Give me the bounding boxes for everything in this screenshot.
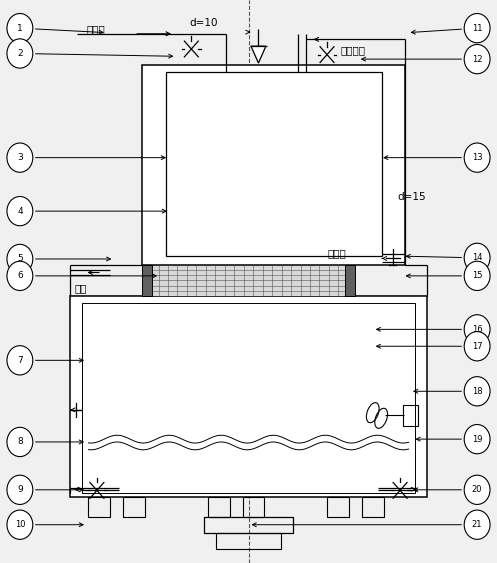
Text: 20: 20 bbox=[472, 485, 483, 494]
Text: 9: 9 bbox=[17, 485, 23, 494]
Circle shape bbox=[7, 196, 33, 226]
Text: 液氮进: 液氮进 bbox=[87, 24, 106, 34]
Circle shape bbox=[464, 475, 490, 504]
Bar bbox=[123, 497, 145, 517]
Circle shape bbox=[7, 475, 33, 504]
Circle shape bbox=[464, 243, 490, 272]
Text: 排空: 排空 bbox=[75, 283, 87, 293]
Circle shape bbox=[464, 377, 490, 406]
Text: 18: 18 bbox=[472, 387, 483, 396]
Bar bbox=[204, 517, 293, 533]
Text: 抽真空: 抽真空 bbox=[327, 248, 346, 258]
Text: 8: 8 bbox=[17, 437, 23, 446]
Circle shape bbox=[464, 315, 490, 344]
Circle shape bbox=[7, 244, 33, 274]
Circle shape bbox=[464, 425, 490, 454]
Circle shape bbox=[7, 39, 33, 68]
Circle shape bbox=[464, 14, 490, 43]
Text: 12: 12 bbox=[472, 55, 483, 64]
Polygon shape bbox=[251, 46, 266, 63]
Bar bbox=[362, 497, 384, 517]
Bar bbox=[327, 497, 349, 517]
Bar bbox=[243, 497, 264, 517]
Bar bbox=[216, 533, 281, 549]
Bar bbox=[142, 265, 152, 296]
Text: 3: 3 bbox=[17, 153, 23, 162]
Bar bbox=[149, 265, 348, 296]
Text: 21: 21 bbox=[472, 520, 483, 529]
Bar bbox=[142, 65, 405, 265]
Text: 1: 1 bbox=[17, 24, 23, 33]
Text: 6: 6 bbox=[17, 271, 23, 280]
Circle shape bbox=[464, 332, 490, 361]
Circle shape bbox=[7, 510, 33, 539]
Text: 2: 2 bbox=[17, 49, 23, 58]
Text: 5: 5 bbox=[17, 254, 23, 263]
Circle shape bbox=[464, 261, 490, 291]
Circle shape bbox=[464, 510, 490, 539]
Bar bbox=[70, 296, 427, 497]
Circle shape bbox=[7, 143, 33, 172]
Text: 13: 13 bbox=[472, 153, 483, 162]
Bar bbox=[88, 497, 110, 517]
Text: 19: 19 bbox=[472, 435, 483, 444]
Text: 15: 15 bbox=[472, 271, 483, 280]
Circle shape bbox=[464, 143, 490, 172]
Circle shape bbox=[7, 261, 33, 291]
Bar bbox=[345, 265, 355, 296]
Circle shape bbox=[7, 346, 33, 375]
Text: d=15: d=15 bbox=[398, 192, 426, 202]
Text: 蜀发氮气: 蜀发氮气 bbox=[340, 46, 365, 56]
Text: d=10: d=10 bbox=[189, 17, 218, 28]
Text: 17: 17 bbox=[472, 342, 483, 351]
Text: 4: 4 bbox=[17, 207, 23, 216]
Circle shape bbox=[464, 44, 490, 74]
Text: 7: 7 bbox=[17, 356, 23, 365]
Bar bbox=[208, 497, 230, 517]
Bar bbox=[82, 303, 415, 493]
Text: 10: 10 bbox=[14, 520, 25, 529]
Circle shape bbox=[7, 14, 33, 43]
Text: 14: 14 bbox=[472, 253, 483, 262]
Circle shape bbox=[7, 427, 33, 457]
Bar bbox=[166, 72, 382, 256]
Text: 16: 16 bbox=[472, 325, 483, 334]
Text: 11: 11 bbox=[472, 24, 483, 33]
Bar bbox=[403, 405, 418, 426]
